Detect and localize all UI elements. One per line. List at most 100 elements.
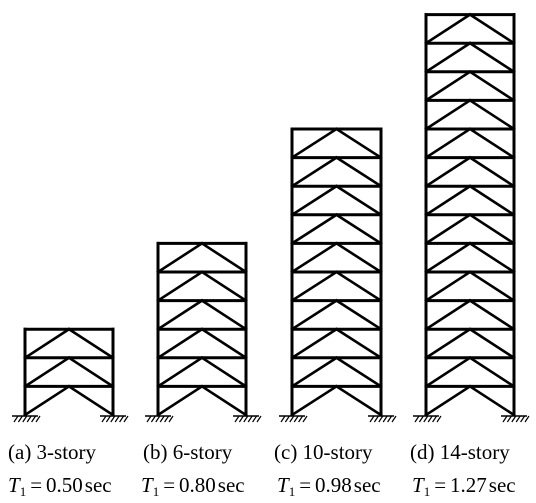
brace-right [334,213,383,246]
period-equals: = [434,473,446,497]
period-unit: sec [85,473,112,497]
period-equals: = [163,473,175,497]
brace-left [424,127,472,160]
brace-right [334,127,383,160]
brace-right [334,270,383,303]
brace-left [156,356,204,389]
period-value: 0.80 [179,473,216,497]
brace-right [334,327,383,360]
brace-left [424,298,472,331]
period-symbol: T [277,473,290,497]
brace-right [334,356,383,389]
fixed-support [145,415,174,423]
brace-right [468,41,516,74]
brace-left [424,70,472,103]
brace-left [156,241,204,274]
brace-left [424,213,472,246]
period-unit: sec [489,473,516,497]
brace-right [334,241,383,274]
brace-left [156,298,204,331]
period-subscript: 1 [153,484,160,499]
brace-left [424,384,472,417]
period-14-story: T1 = 1.27sec [412,473,516,499]
frame-14-story [413,12,530,423]
brace-right [468,70,516,103]
brace-right [200,384,248,417]
brace-right [67,327,115,360]
brace-left [290,184,339,217]
brace-right [468,12,516,45]
brace-right [334,155,383,188]
brace-right [334,298,383,331]
brace-right [67,356,115,389]
brace-right [468,184,516,217]
period-value: 1.27 [450,473,487,497]
brace-right [468,327,516,360]
frame-10-story [279,127,397,423]
fixed-support [368,415,397,423]
period-subscript: 1 [289,484,296,499]
brace-left [424,184,472,217]
period-unit: sec [218,473,245,497]
brace-left [424,270,472,303]
brace-right [468,98,516,131]
brace-left [424,41,472,74]
period-unit: sec [354,473,381,497]
brace-right [468,356,516,389]
brace-right [200,270,248,303]
brace-left [290,327,339,360]
brace-right [468,270,516,303]
brace-left [290,155,339,188]
brace-left [156,384,204,417]
brace-left [424,241,472,274]
period-subscript: 1 [424,484,431,499]
brace-left [156,327,204,360]
period-equals: = [299,473,311,497]
caption-14-story: (d) 14-story [410,440,510,464]
fixed-support [413,415,442,423]
brace-left [290,241,339,274]
fixed-support [279,415,308,423]
fixed-support [233,415,262,423]
fixed-support [12,415,41,423]
brace-left [290,356,339,389]
brace-right [468,155,516,188]
period-symbol: T [8,473,21,497]
period-subscript: 1 [20,484,27,499]
frame-3-story [12,327,129,423]
brace-left [290,127,339,160]
brace-right [67,384,115,417]
caption-10-story: (c) 10-story [274,440,373,464]
period-value: 0.50 [46,473,83,497]
period-symbol: T [141,473,154,497]
fixed-support [501,415,530,423]
brace-right [468,298,516,331]
brace-right [200,356,248,389]
frame-6-story [145,241,262,423]
brace-left [290,270,339,303]
period-6-story: T1 = 0.80sec [141,473,245,499]
brace-left [424,12,472,45]
caption-6-story: (b) 6-story [143,440,233,464]
brace-right [468,213,516,246]
brace-left [23,356,71,389]
brace-left [23,327,71,360]
period-value: 0.98 [315,473,352,497]
brace-right [468,127,516,160]
brace-right [468,384,516,417]
brace-left [23,384,71,417]
brace-right [468,241,516,274]
brace-right [334,384,383,417]
period-10-story: T1 = 0.98sec [277,473,381,499]
brace-left [424,98,472,131]
brace-right [200,298,248,331]
period-3-story: T1 = 0.50sec [8,473,112,499]
brace-right [334,184,383,217]
brace-right [200,241,248,274]
brace-left [424,356,472,389]
brace-left [290,384,339,417]
brace-left [424,155,472,188]
fixed-support [100,415,129,423]
period-symbol: T [412,473,425,497]
